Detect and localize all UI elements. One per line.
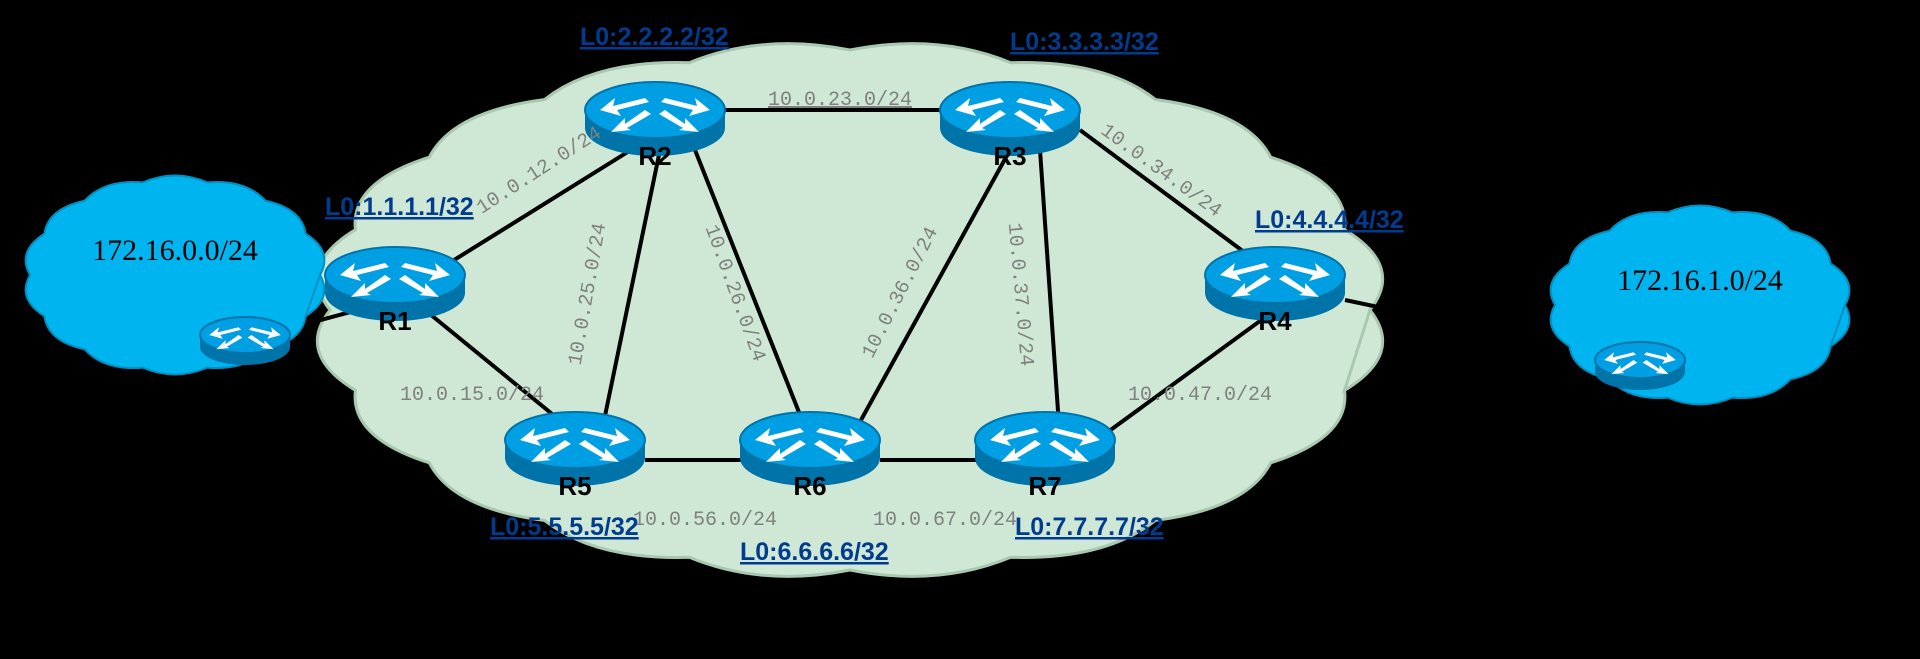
subnet-label: 10.0.47.0/24 (1128, 384, 1272, 407)
loopback-label-R4: L0:4.4.4.4/32 (1255, 206, 1404, 234)
cloud-subnet-label: 172.16.1.0/24 (1617, 264, 1783, 297)
router-label: R3 (993, 141, 1026, 171)
subnet-label: 10.0.23.0/24 (768, 89, 912, 112)
external-router-right (1595, 342, 1685, 390)
router-label: R7 (1028, 471, 1061, 501)
network-diagram: 172.16.0.0/24 172.16.1.0/24 R1 R2 R3 R4 R5 R6 R… (0, 0, 1920, 659)
external-router-left (200, 317, 290, 365)
loopback-label-R1: L0:1.1.1.1/32 (325, 193, 474, 221)
subnet-label: 10.0.67.0/24 (873, 509, 1017, 532)
subnet-label: 10.0.15.0/24 (400, 384, 544, 407)
loopback-label-R3: L0:3.3.3.3/32 (1010, 28, 1159, 56)
loopback-label-R5: L0:5.5.5.5/32 (490, 513, 639, 541)
router-label: R5 (558, 471, 591, 501)
cloud-subnet-label: 172.16.0.0/24 (92, 234, 258, 267)
external-cloud-right: 172.16.1.0/24 (1551, 205, 1850, 404)
router-label: R1 (378, 306, 411, 336)
loopback-label-R7: L0:7.7.7.7/32 (1015, 513, 1164, 541)
external-cloud-left: 172.16.0.0/24 (26, 175, 325, 374)
loopback-label-R2: L0:2.2.2.2/32 (580, 23, 729, 51)
router-label: R4 (1258, 306, 1292, 336)
loopback-label-R6: L0:6.6.6.6/32 (740, 538, 889, 566)
router-label: R6 (793, 471, 826, 501)
subnet-label: 10.0.56.0/24 (633, 509, 777, 532)
router-label: R2 (638, 141, 671, 171)
